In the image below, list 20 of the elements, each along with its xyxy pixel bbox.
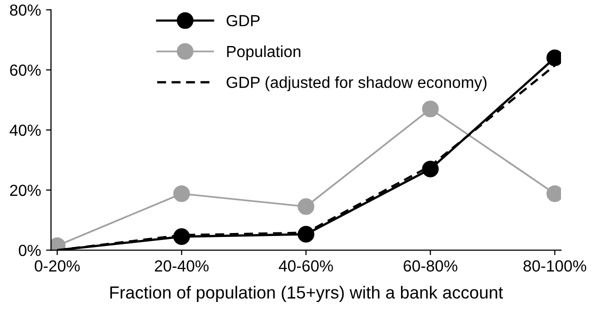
point: [422, 160, 439, 178]
y-tick-label: 80%: [10, 4, 41, 16]
x-tick-label: 80-100%: [524, 260, 586, 272]
y-tick-label: 40%: [10, 124, 41, 136]
legend-label: GDP: [226, 14, 260, 26]
point: [298, 226, 314, 243]
y-tick-label: 60%: [10, 64, 41, 76]
point: [422, 100, 439, 118]
y-tick-label: 0%: [18, 244, 41, 256]
y-tick-label: 20%: [10, 184, 41, 196]
legend-label: Population: [227, 45, 300, 60]
point: [298, 198, 314, 215]
x-tick-label: 0-20%: [34, 260, 80, 272]
x-tick-label: 60-80%: [404, 260, 458, 272]
x-axis-title: Fraction of population (15+yrs) with a bank account: [110, 286, 503, 302]
x-tick-label: 40-60%: [278, 260, 333, 272]
point: [173, 228, 190, 245]
x-tick-label: 20-40%: [154, 260, 209, 272]
legend-label: GDP (adjusted for shadow economy): [226, 76, 486, 92]
point: [173, 185, 190, 202]
